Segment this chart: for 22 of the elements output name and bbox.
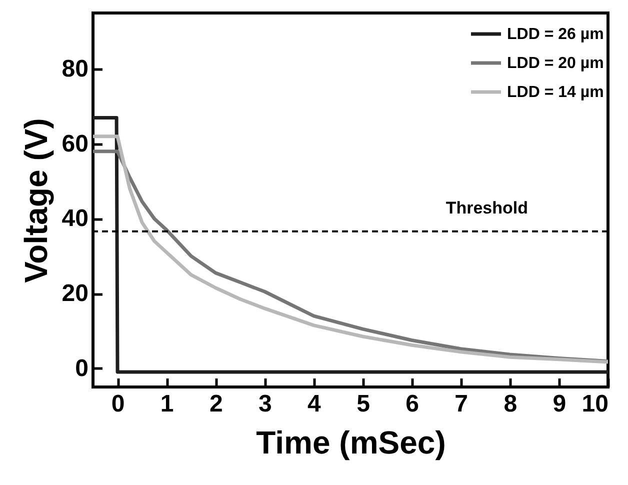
x-tick-label: 5: [356, 390, 370, 418]
x-tick-label: 3: [258, 390, 272, 418]
x-tick-label: 4: [308, 390, 322, 418]
y-tick-label: 80: [62, 56, 88, 83]
x-tick-label: 6: [406, 390, 419, 418]
y-tick-label: 20: [62, 280, 88, 307]
ref-line-label: Threshold: [446, 198, 528, 218]
y-tick-label: 60: [62, 130, 88, 158]
y-tick-label: 0: [75, 354, 88, 382]
y-tick-label: 40: [62, 205, 88, 232]
x-axis-title: Time (mSec): [256, 424, 446, 460]
x-tick-label: 2: [209, 390, 223, 418]
x-tick-label: 9: [552, 390, 566, 418]
x-tick-label: 10: [582, 390, 608, 418]
legend-label: LDD = 26 µm: [507, 26, 604, 43]
y-axis-title: Voltage (V): [18, 118, 54, 283]
legend-label: LDD = 14 µm: [507, 84, 604, 101]
x-tick-label: 7: [454, 390, 468, 418]
x-tick-label: 8: [504, 390, 518, 418]
x-tick-label: 1: [160, 390, 174, 418]
x-tick-label: 0: [111, 390, 125, 418]
legend-label: LDD = 20 µm: [507, 55, 604, 72]
